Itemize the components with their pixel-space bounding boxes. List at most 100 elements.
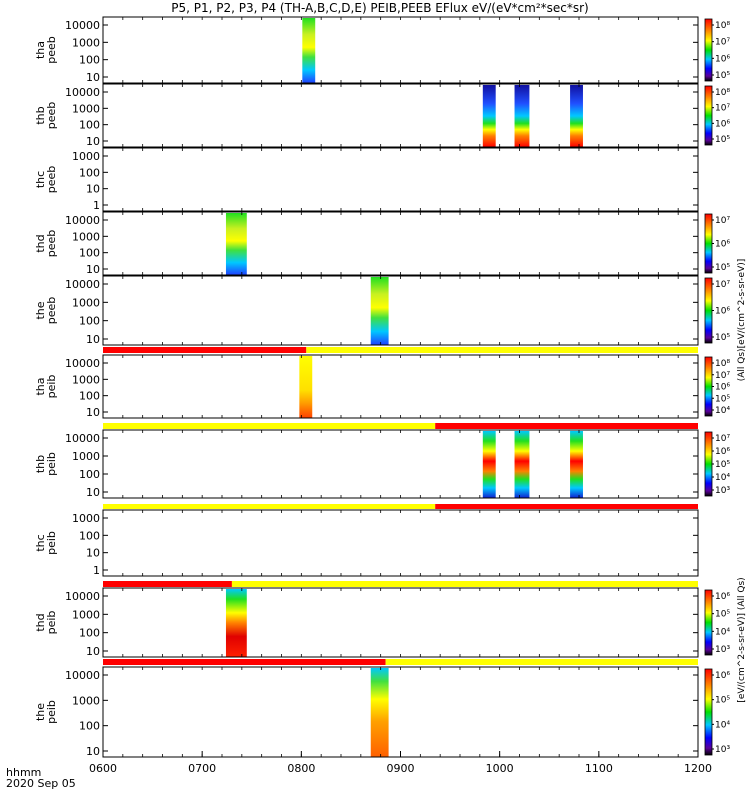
panel-frame-thc_peib — [102, 509, 699, 577]
colorbar-label-eib: [eV/(cm^2-s-sr-eV)] (All Qs) — [737, 577, 747, 702]
ytick-label-tha_peib-1: 1000 — [72, 373, 100, 386]
panel-label-thc_peib-1: peib — [45, 531, 58, 555]
colorbar-tick-label-tha_peeb-3: 10⁸ — [715, 21, 730, 31]
status-segment-thd_peib-1 — [231, 581, 698, 587]
ytick-label-thb_peib-3: 10 — [86, 486, 100, 499]
ytick-label-the_peib-0: 10000 — [65, 669, 100, 682]
ytick-label-thd_peeb-2: 100 — [79, 247, 100, 260]
colorbar-tick-label-tha_peeb-0: 10⁵ — [715, 71, 730, 81]
x-axis: 0600 0700 0800 0900 1000 1100 1200 — [89, 751, 712, 775]
ytick-label-thb_peib-2: 100 — [79, 468, 100, 481]
ytick-label-the_peeb-1: 1000 — [72, 296, 100, 309]
ytick-label-tha_peib-2: 100 — [79, 390, 100, 403]
xtick-label-6: 1200 — [684, 762, 712, 775]
colorbar-tick-label-the_peeb-0: 10⁵ — [715, 333, 730, 343]
ytick-label-thb_peeb-1: 1000 — [72, 102, 100, 115]
panel-frame-thb_peib — [102, 429, 699, 499]
panel-label-thb_peeb-0: thb — [34, 106, 47, 124]
status-segment-the_peib-1 — [385, 659, 698, 665]
status-segment-thd_peib-0 — [103, 581, 232, 587]
spectrogram-block-thb_peib-2 — [570, 431, 583, 498]
ytick-label-the_peeb-2: 100 — [79, 315, 100, 328]
spectrogram-block-the_peeb-0 — [370, 277, 389, 345]
xtick-label-3: 0900 — [387, 762, 415, 775]
panel-label-thb_peib-1: peib — [45, 452, 58, 476]
panel-label-tha_peeb-1: peeb — [45, 36, 58, 64]
ytick-label-thb_peib-0: 10000 — [65, 432, 100, 445]
panel-label-the_peib-1: peib — [45, 700, 58, 724]
panel-frame-thc_peeb — [102, 147, 699, 212]
spectrogram-block-thb_peib-1 — [514, 431, 530, 498]
ytick-label-the_peeb-3: 10 — [86, 333, 100, 346]
ytick-label-the_peib-3: 10 — [86, 745, 100, 758]
ytick-label-thb_peeb-0: 10000 — [65, 86, 100, 99]
xtick-label-5: 1100 — [585, 762, 613, 775]
spectrogram-block-tha_peeb-0 — [302, 18, 316, 83]
colorbar-tick-label-tha_peib-2: 10⁶ — [715, 383, 730, 393]
panel-label-thd_peeb-1: peeb — [45, 230, 58, 258]
colorbar-tick-label-tha_peib-4: 10⁸ — [715, 359, 730, 369]
ytick-label-thd_peib-3: 10 — [86, 645, 100, 658]
panel-label-thb_peib-0: thb — [34, 455, 47, 473]
colorbar-the_peib — [704, 668, 713, 756]
colorbar-thd_peib — [704, 589, 713, 656]
ytick-label-tha_peeb-1: 1000 — [72, 36, 100, 49]
ytick-label-thc_peeb-2: 10 — [86, 183, 100, 196]
panel-label-thd_peeb-0: thd — [34, 234, 47, 252]
panel-frame-thd_peib — [102, 587, 699, 658]
ytick-label-thc_peeb-3: 1 — [93, 199, 100, 212]
status-segment-thc_peib-1 — [435, 504, 698, 509]
colorbar-tick-label-the_peib-1: 10⁴ — [715, 720, 730, 730]
colorbar-the_peeb — [704, 277, 713, 344]
status-segment-tha_peib-1 — [306, 347, 698, 353]
colorbar-tick-label-tha_peib-0: 10⁴ — [715, 406, 730, 416]
panel-label-tha_peib-1: peib — [45, 375, 58, 399]
footer-hhmm: hhmm — [6, 766, 41, 779]
ytick-label-the_peeb-0: 10000 — [65, 278, 100, 291]
panel-frame-the_peib — [102, 666, 699, 758]
colorbar-tick-label-tha_peeb-2: 10⁷ — [715, 38, 730, 48]
panel-label-thc_peeb-1: peeb — [45, 166, 58, 194]
colorbar-tick-label-thd_peeb-0: 10⁵ — [715, 263, 730, 273]
ytick-label-tha_peeb-2: 100 — [79, 54, 100, 67]
panel-label-the_peeb-1: peeb — [45, 297, 58, 325]
colorbar-tick-label-thd_peeb-1: 10⁶ — [715, 240, 730, 250]
spectrogram-block-thb_peeb-2 — [570, 85, 583, 147]
panel-frame-thd_peeb — [102, 211, 699, 276]
ytick-label-tha_peib-3: 10 — [86, 406, 100, 419]
colorbar-tick-label-tha_peeb-1: 10⁶ — [715, 54, 730, 64]
panel-label-the_peeb-0: the — [34, 301, 47, 319]
ytick-label-thc_peib-1: 100 — [79, 529, 100, 542]
spectrogram-block-thb_peeb-0 — [482, 85, 496, 147]
ytick-label-tha_peeb-0: 10000 — [65, 19, 100, 32]
figure-title: P5, P1, P2, P3, P4 (TH-A,B,C,D,E) PEIB,P… — [171, 1, 588, 15]
colorbar-tick-label-thd_peeb-2: 10⁷ — [715, 216, 730, 226]
ytick-label-the_peib-2: 100 — [79, 720, 100, 733]
status-segment-thb_peib-1 — [435, 423, 698, 429]
ytick-label-thd_peib-0: 10000 — [65, 590, 100, 603]
colorbar-tha_peeb — [704, 18, 713, 82]
spectrogram-block-thb_peeb-1 — [514, 85, 530, 147]
status-segment-tha_peib-0 — [103, 347, 307, 353]
colorbar-tick-label-thd_peib-3: 10⁶ — [715, 592, 730, 602]
ytick-label-thc_peib-3: 1 — [93, 564, 100, 577]
panels-group: 10000 1000 100 10 tha peeb 10⁵ 10⁶ 10⁷ 10⁸ 10000 10… — [34, 16, 730, 758]
colorbar-label-eeb: (All Qs)[eV/(cm^2-s-sr-eV)] — [737, 259, 747, 382]
colorbar-tick-label-thb_peib-1: 10⁴ — [715, 473, 730, 483]
ytick-label-the_peib-1: 1000 — [72, 694, 100, 707]
colorbar-tick-label-the_peib-0: 10³ — [715, 745, 730, 755]
colorbar-tick-label-thd_peib-1: 10⁴ — [715, 627, 730, 637]
panel-label-tha_peib-0: tha — [34, 377, 47, 395]
colorbar-tick-label-the_peeb-1: 10⁶ — [715, 307, 730, 317]
colorbar-tick-label-thb_peib-2: 10⁵ — [715, 460, 730, 470]
status-segment-thc_peib-0 — [103, 504, 436, 509]
colorbar-tick-label-thb_peeb-1: 10⁶ — [715, 119, 730, 129]
xtick-label-0: 0600 — [89, 762, 117, 775]
